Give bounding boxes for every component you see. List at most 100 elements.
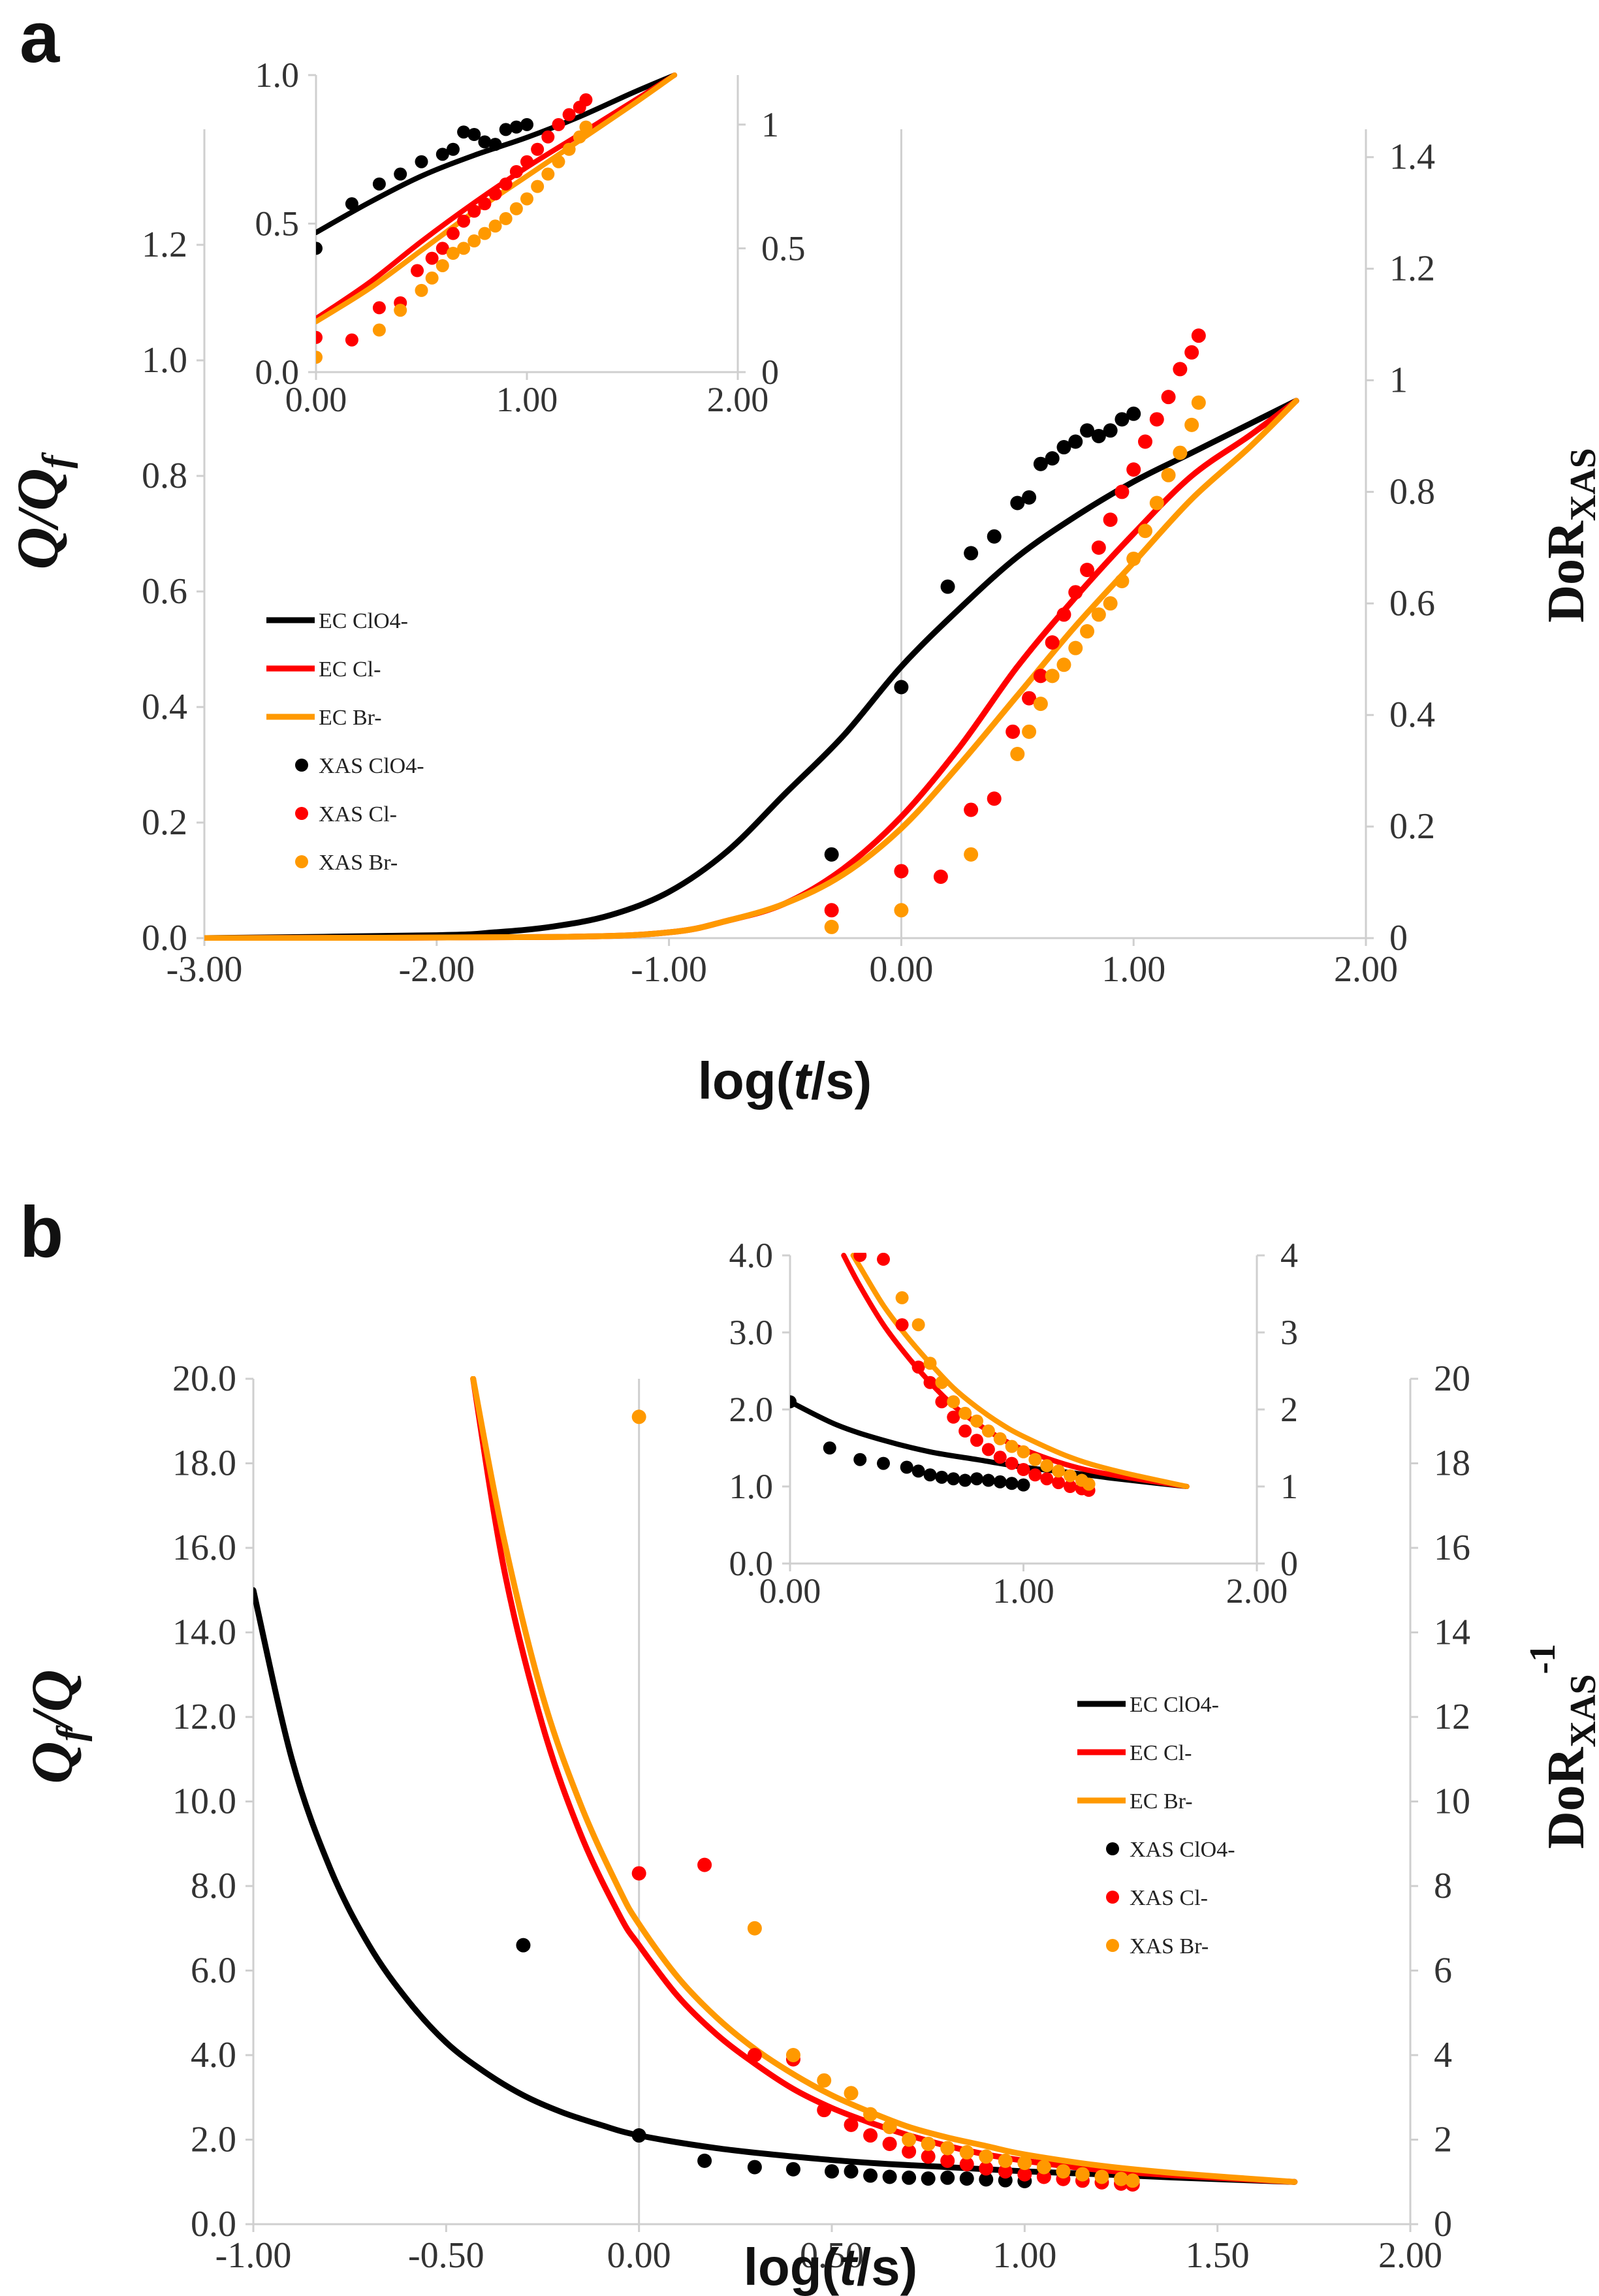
data-point <box>993 1451 1007 1464</box>
data-point <box>1045 668 1060 684</box>
data-point <box>979 2161 994 2176</box>
legend-label-0: EC ClO4- <box>1130 1693 1219 1717</box>
chart-a-main: -3.00 -2.00 -1.00 0.00 1.00 2.000.00.20.40.60… <box>142 129 1435 990</box>
data-point <box>1103 596 1118 611</box>
series-line-2 <box>204 398 1299 941</box>
series-line-2 <box>850 1253 1190 1489</box>
y2-tick-label: 0.2 <box>1389 806 1435 847</box>
y2-tick-label: 8 <box>1434 1866 1452 1906</box>
data-point <box>435 242 449 255</box>
data-point <box>911 1360 925 1374</box>
x-tick-label: -1.00 <box>631 949 707 990</box>
data-point <box>1173 362 1188 377</box>
x-tick-label: 0.00 <box>607 2235 671 2276</box>
data-point <box>1115 484 1130 499</box>
legend-label-3: XAS ClO4- <box>319 754 424 778</box>
data-point <box>1033 697 1048 712</box>
data-point <box>467 234 481 248</box>
y-tick-label: 1.0 <box>142 340 187 381</box>
y2-axis-title-a: DoRXAS <box>1538 448 1599 623</box>
data-point <box>457 214 471 228</box>
data-point <box>1068 434 1083 449</box>
data-point <box>853 1253 867 1262</box>
y2-tick-label: 1.2 <box>1389 249 1435 289</box>
y2-tick-label: 4 <box>1434 2035 1452 2075</box>
data-point <box>935 1376 949 1389</box>
x-tick-label: -3.00 <box>166 949 243 990</box>
data-point <box>1091 428 1106 443</box>
y2-tick-label: 10 <box>1434 1782 1470 1822</box>
data-point <box>631 1866 646 1881</box>
data-point <box>877 1456 890 1470</box>
data-point <box>882 2169 897 2184</box>
data-point <box>785 2162 800 2177</box>
y2-tick-label: 2 <box>1280 1390 1298 1429</box>
data-point <box>895 1291 909 1304</box>
data-point <box>747 1921 762 1936</box>
data-point <box>921 2171 936 2186</box>
data-point <box>541 130 555 144</box>
data-point <box>499 212 513 225</box>
legend-label-4: XAS Cl- <box>1130 1886 1208 1910</box>
data-point <box>1033 456 1048 471</box>
x-title-part: t <box>793 1052 813 1110</box>
data-point <box>1091 540 1106 555</box>
y2-tick-label: 0 <box>1389 918 1408 958</box>
y2-tick-label: 4 <box>1280 1236 1298 1275</box>
x-tick-label: 0.50 <box>800 2235 864 2276</box>
chart-b-inset: 0.00 1.00 2.00 0.0 1.0 2.0 3.0 4.0 0 1 2 3 4 <box>729 1236 1299 1611</box>
data-point <box>579 93 593 106</box>
data-point <box>345 197 358 211</box>
y-tick-label: 0.6 <box>142 571 187 612</box>
y-axis-title-a: Q/Qf <box>6 452 78 569</box>
plot-area <box>253 1376 1298 2192</box>
data-point <box>863 2168 878 2183</box>
data-point <box>499 123 513 136</box>
chart-a-inset: 0.00 1.00 2.000.00.51.000.51 <box>255 55 806 419</box>
data-point <box>900 1460 913 1474</box>
data-point <box>923 1357 937 1370</box>
legend-label-0: EC ClO4- <box>319 609 408 633</box>
data-point <box>1017 1478 1030 1492</box>
data-point <box>933 870 948 885</box>
data-point <box>894 864 909 879</box>
legend-label-2: EC Br- <box>1130 1789 1193 1814</box>
y-title-part: /Q <box>20 1670 85 1733</box>
y-tick-label: 1.2 <box>142 225 187 265</box>
y2-tick-label: 18 <box>1434 1443 1470 1484</box>
data-point <box>1064 1469 1077 1483</box>
y-tick-label: 12.0 <box>172 1697 236 1737</box>
data-point <box>1149 495 1164 511</box>
data-point <box>415 283 428 297</box>
data-point <box>902 2144 917 2159</box>
data-point <box>970 1472 983 1486</box>
legend-marker-5 <box>295 855 308 868</box>
data-point <box>1191 395 1206 410</box>
y2-title-part: DoR <box>1538 520 1595 623</box>
legend-marker-4 <box>295 807 308 820</box>
plot-area <box>316 72 678 364</box>
panel-label-a: a <box>20 0 60 78</box>
data-point <box>747 2160 762 2175</box>
legend-label-5: XAS Br- <box>1130 1934 1209 1958</box>
plot-area <box>204 328 1299 941</box>
y-title-part: Q <box>20 1741 85 1784</box>
data-point <box>895 1318 909 1332</box>
data-point <box>1126 551 1141 566</box>
y-tick-label: 0.4 <box>142 687 187 727</box>
data-point <box>425 251 439 265</box>
y-tick-label: 2.0 <box>191 2120 236 2160</box>
data-point <box>411 264 424 277</box>
data-point <box>863 2128 878 2143</box>
data-point <box>1005 1456 1019 1470</box>
data-point <box>882 2136 897 2151</box>
data-point <box>940 2141 955 2156</box>
y-tick-label: 20.0 <box>172 1359 236 1399</box>
y-tick-label: 0.0 <box>729 1544 774 1583</box>
data-point <box>516 1938 531 1953</box>
y-axis-title-b: Qf/Q <box>20 1670 92 1784</box>
legend-marker-3 <box>1106 1842 1119 1855</box>
data-point <box>747 2048 762 2062</box>
data-point <box>935 1395 949 1409</box>
data-point <box>958 1424 972 1438</box>
